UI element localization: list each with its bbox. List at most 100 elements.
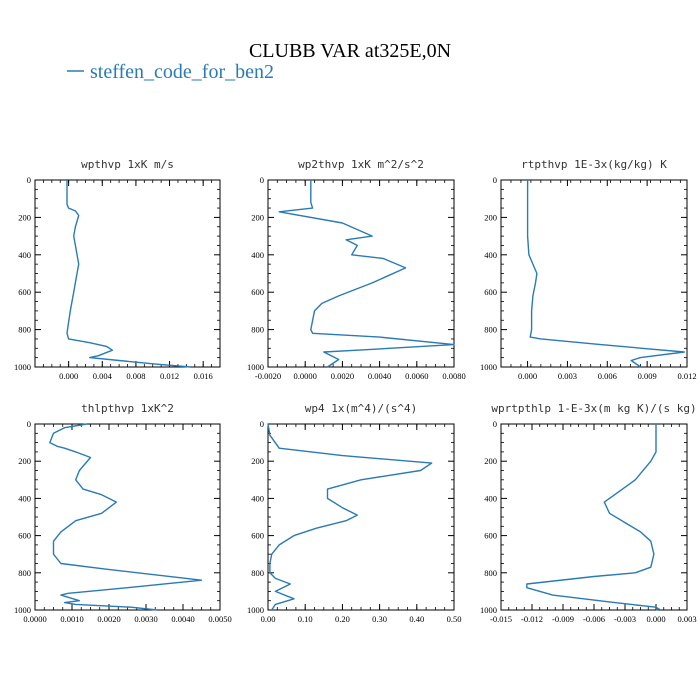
legend: steffen_code_for_ben2 — [67, 61, 274, 83]
legend-label: steffen_code_for_ben2 — [90, 61, 274, 83]
x-tick-label: -0.015 — [490, 614, 512, 624]
x-tick-label: 0.30 — [372, 614, 387, 624]
y-tick-label: 200 — [18, 456, 31, 466]
panel-2: wp2thvp 1xK m^2/s^2 -0.0020 0.0000 0.0020 0.… — [247, 158, 466, 381]
panel-frame — [500, 423, 688, 611]
x-tick-label: 0.40 — [409, 614, 424, 624]
x-tick-label: 0.003 — [677, 614, 696, 624]
panel-5: wp4 1x(m^4)/(s^4) 0.00 0.10 0.20 0.30 0.40 0.5… — [247, 402, 461, 624]
y-tick-label: 400 — [18, 493, 31, 503]
x-tick-label: 0.0020 — [97, 614, 120, 624]
y-tick-label: 400 — [484, 493, 497, 503]
series-line — [278, 180, 455, 368]
x-tick-label: 0.012 — [677, 371, 696, 381]
x-tick-label: 0.000 — [518, 371, 537, 381]
y-tick-label: 600 — [484, 531, 497, 541]
panel-title: thlpthvp 1xK^2 — [81, 402, 174, 415]
x-tick-label: 0.000 — [646, 614, 665, 624]
panel-3: rtpthvp 1E-3x(kg/kg) K 0.000 0.003 0.006 0.0… — [480, 158, 697, 381]
y-tick-label: 1000 — [480, 605, 497, 615]
panel-title: wprtpthlp 1-E-3x(m kg K)/(s kg) — [491, 402, 696, 415]
panel-frame — [34, 179, 221, 368]
x-tick-label: -0.009 — [552, 614, 574, 624]
y-tick-label: 800 — [251, 325, 264, 335]
x-tick-label: 0.0010 — [60, 614, 83, 624]
y-tick-label: 600 — [251, 287, 264, 297]
y-tick-label: 400 — [18, 250, 31, 260]
y-tick-label: 0 — [260, 419, 264, 429]
y-tick-label: 600 — [484, 287, 497, 297]
panel-1: wpthvp 1xK m/s 0.000 0.004 0.008 0.012 0.016 0… — [14, 158, 221, 381]
x-tick-label: 0.10 — [298, 614, 313, 624]
series-line — [526, 424, 660, 611]
y-tick-label: 1000 — [247, 362, 264, 372]
y-tick-label: 1000 — [14, 605, 31, 615]
panels: wpthvp 1xK m/s0.000 0.004 0.008 0.012 0.0160… — [14, 158, 697, 624]
x-tick-label: 0.0030 — [134, 614, 157, 624]
x-tick-label: 0.012 — [160, 371, 179, 381]
x-tick-label: -0.006 — [583, 614, 605, 624]
y-tick-label: 400 — [484, 250, 497, 260]
x-tick-label: 0.003 — [558, 371, 577, 381]
y-tick-label: 200 — [18, 212, 31, 222]
series-line — [49, 423, 203, 611]
panel-frame — [267, 423, 455, 611]
y-tick-label: 0 — [260, 175, 264, 185]
y-tick-label: 0 — [493, 175, 497, 185]
x-tick-label: 0.0000 — [294, 371, 317, 381]
y-tick-label: 400 — [251, 250, 264, 260]
x-tick-label: -0.003 — [614, 614, 636, 624]
series-line — [66, 180, 191, 368]
x-tick-label: 0.000 — [59, 371, 78, 381]
y-tick-label: 200 — [484, 212, 497, 222]
x-tick-label: 0.0040 — [171, 614, 194, 624]
x-tick-label: 0.0060 — [405, 371, 428, 381]
y-tick-label: 200 — [484, 456, 497, 466]
panel-frame — [34, 423, 221, 611]
x-tick-label: 0.0050 — [208, 614, 231, 624]
y-tick-label: 600 — [251, 531, 264, 541]
x-tick-label: 0.20 — [335, 614, 350, 624]
panel-title: wp4 1x(m^4)/(s^4) — [305, 402, 418, 415]
y-tick-label: 200 — [251, 212, 264, 222]
panel-frame — [267, 179, 455, 368]
panel-4: thlpthvp 1xK^2 0.0000 0.0010 0.0020 0.0030 0.… — [14, 402, 232, 624]
y-tick-label: 600 — [18, 287, 31, 297]
y-tick-label: 1000 — [480, 362, 497, 372]
x-tick-label: 0.50 — [447, 614, 462, 624]
panel-6: wprtpthlp 1-E-3x(m kg K)/(s kg) -0.015 -0.… — [480, 402, 697, 624]
x-tick-label: -0.0020 — [255, 371, 281, 381]
x-tick-label: 0.0080 — [442, 371, 465, 381]
y-tick-label: 1000 — [247, 605, 264, 615]
x-tick-label: 0.00 — [261, 614, 276, 624]
x-tick-label: 0.0000 — [23, 614, 46, 624]
panel-title: wpthvp 1xK m/s — [81, 158, 174, 171]
series-line — [526, 180, 685, 368]
y-tick-label: 800 — [484, 325, 497, 335]
figure-title: CLUBB VAR at325E,0N — [249, 40, 451, 62]
x-tick-label: 0.009 — [638, 371, 657, 381]
y-tick-label: 0 — [27, 419, 31, 429]
y-tick-label: 400 — [251, 493, 264, 503]
y-tick-label: 800 — [251, 568, 264, 578]
y-tick-label: 0 — [27, 175, 31, 185]
panel-title: rtpthvp 1E-3x(kg/kg) K — [521, 158, 667, 171]
y-tick-label: 800 — [18, 568, 31, 578]
y-tick-label: 600 — [18, 531, 31, 541]
series-line — [267, 423, 433, 611]
y-tick-label: 1000 — [14, 362, 31, 372]
y-tick-label: 200 — [251, 456, 264, 466]
x-tick-label: 0.004 — [93, 371, 113, 381]
y-tick-label: 800 — [484, 568, 497, 578]
y-tick-label: 800 — [18, 325, 31, 335]
x-tick-label: 0.016 — [194, 371, 213, 381]
x-tick-label: 0.0040 — [368, 371, 391, 381]
x-tick-label: 0.0020 — [331, 371, 354, 381]
panel-frame — [500, 179, 688, 368]
x-tick-label: 0.008 — [126, 371, 145, 381]
x-tick-label: -0.012 — [521, 614, 543, 624]
y-tick-label: 0 — [493, 419, 497, 429]
x-tick-label: 0.006 — [598, 371, 617, 381]
panel-title: wp2thvp 1xK m^2/s^2 — [298, 158, 424, 171]
